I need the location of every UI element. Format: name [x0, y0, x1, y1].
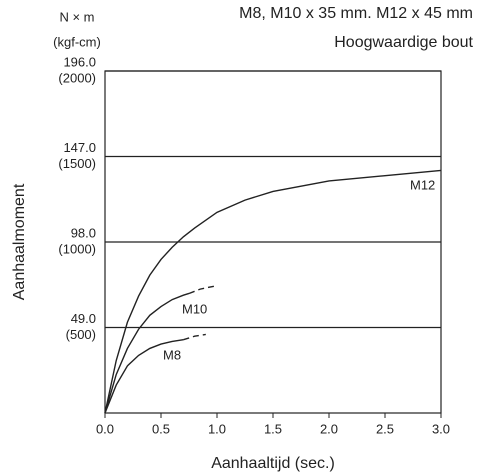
- x-axis-title: Aanhaaltijd (sec.): [211, 455, 335, 472]
- curve: [104, 339, 184, 414]
- y2-tick-label: (2000): [58, 70, 96, 85]
- x-tick-label: 1.0: [208, 421, 226, 436]
- series-label: M12: [410, 177, 435, 192]
- x-tick-label: 1.5: [264, 421, 282, 436]
- y-unit: N × m: [59, 9, 94, 24]
- x-tick-label: 2.5: [376, 421, 394, 436]
- curve-dashed: [188, 284, 218, 295]
- y-tick-label: 147.0: [63, 140, 96, 155]
- y-tick-label: 49.0: [71, 311, 96, 326]
- series-label: M8: [163, 347, 181, 362]
- x-tick-label: 2.0: [320, 421, 338, 436]
- chart-title: M8, M10 x 35 mm. M12 x 45 mm: [239, 5, 473, 22]
- plot-frame: [104, 70, 442, 414]
- y2-tick-label: (1500): [58, 156, 96, 171]
- curve-dashed: [183, 333, 206, 341]
- y2-unit: (kgf-cm): [53, 34, 101, 49]
- y-axis-title: Aanhaalmoment: [11, 183, 28, 300]
- curve: [104, 169, 442, 414]
- chart-subtitle: Hoogwaardige bout: [334, 34, 473, 51]
- x-tick-label: 3.0: [432, 421, 450, 436]
- x-tick-label: 0.0: [96, 421, 114, 436]
- y-tick-label: 196.0: [63, 54, 96, 69]
- series-label: M10: [182, 301, 207, 316]
- y2-tick-label: (500): [66, 327, 96, 342]
- curve: [104, 292, 190, 414]
- y-tick-label: 98.0: [71, 225, 96, 240]
- y2-tick-label: (1000): [58, 241, 96, 256]
- x-tick-label: 0.5: [152, 421, 170, 436]
